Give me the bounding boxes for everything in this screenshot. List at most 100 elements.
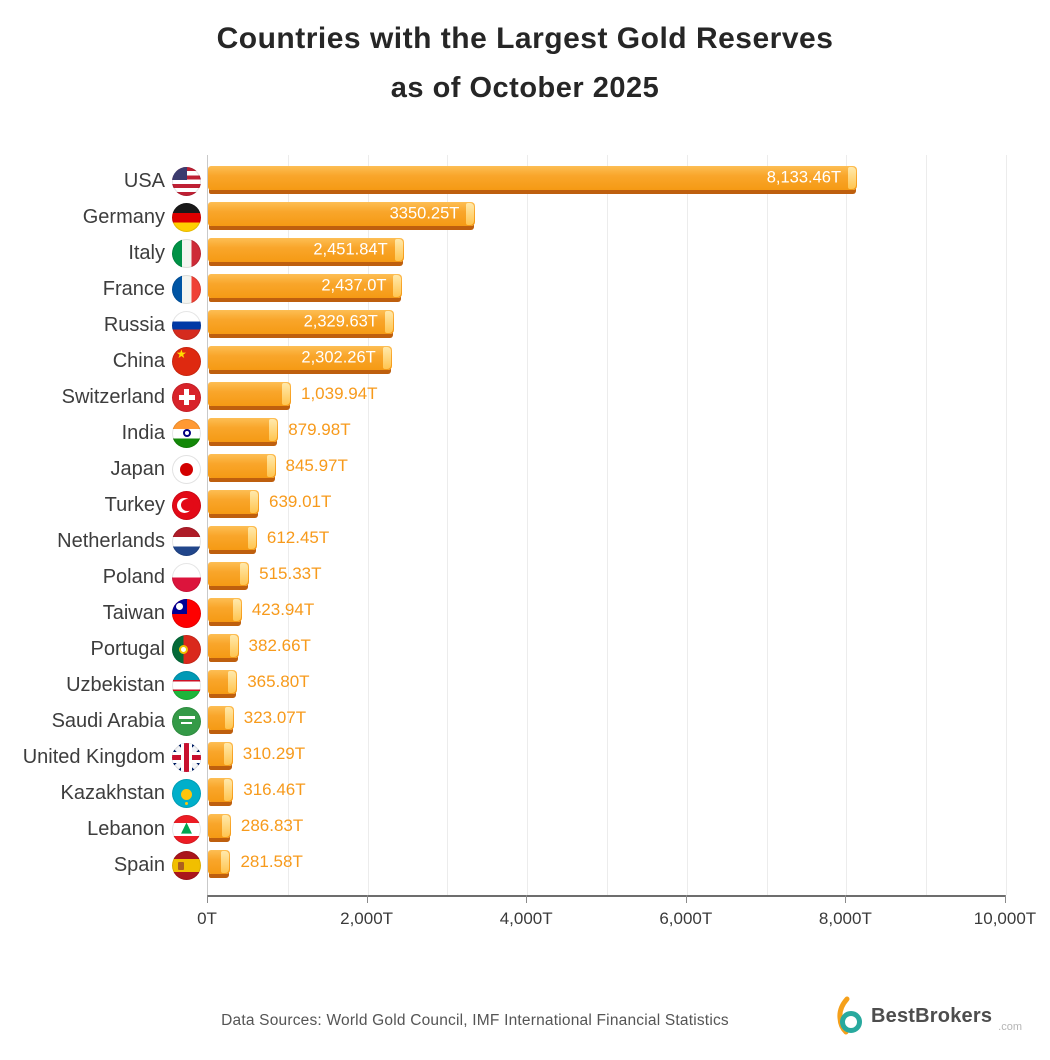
bar-cell: 8,133.46T xyxy=(207,163,1005,199)
gold-bar: 316.46T xyxy=(208,778,306,802)
saudi-arabia-flag-icon xyxy=(172,706,201,736)
country-label-cell: Taiwan xyxy=(0,598,207,628)
gold-bar-end-cap xyxy=(224,779,233,801)
bar-cell: 323.07T xyxy=(207,703,1005,739)
x-axis-line xyxy=(207,895,1006,897)
country-row: Switzerland 1,039.94T xyxy=(0,379,1005,415)
gridline xyxy=(926,155,928,895)
bar-cell: 639.01T xyxy=(207,487,1005,523)
country-label: Taiwan xyxy=(102,601,165,624)
germany-flag-icon xyxy=(172,202,201,232)
country-label: United Kingdom xyxy=(22,745,165,768)
x-axis-tick xyxy=(366,895,368,903)
gold-bar-end-cap xyxy=(848,167,857,189)
country-label-cell: China xyxy=(0,346,207,376)
country-row: Spain 281.58T xyxy=(0,847,1005,883)
gold-bar: 310.29T xyxy=(208,742,305,766)
bar-cell: 2,302.26T xyxy=(207,343,1005,379)
gridline xyxy=(607,155,608,895)
value-label: 2,451.84T xyxy=(313,240,388,259)
value-label: 1,039.94T xyxy=(300,384,378,403)
gold-bar: 323.07T xyxy=(208,706,306,730)
bar-cell: 286.83T xyxy=(207,811,1005,847)
x-axis-tick xyxy=(207,895,208,903)
country-label-cell: USA xyxy=(0,166,207,196)
bar-rows: USA 8,133.46T Germany 3350.25T Italy xyxy=(0,155,1005,883)
france-flag-icon xyxy=(172,274,201,304)
bar-cell: 281.58T xyxy=(207,847,1005,883)
bar-cell: 845.97T xyxy=(207,451,1005,487)
x-axis-tick-label: 8,000T xyxy=(818,909,872,928)
country-row: Turkey 639.01T xyxy=(0,487,1005,523)
country-row: Kazakhstan 316.46T xyxy=(0,775,1005,811)
country-label: Portugal xyxy=(90,637,166,660)
bar-cell: 3350.25T xyxy=(207,199,1005,235)
brand-name: BestBrokers xyxy=(871,1004,993,1027)
value-label: 8,133.46T xyxy=(766,168,842,187)
country-row: Russia 2,329.63T xyxy=(0,307,1005,343)
gridline xyxy=(766,155,768,895)
bar-cell: 382.66T xyxy=(207,631,1005,667)
gridline xyxy=(1006,155,1007,895)
chart-title-line1: Countries with the Largest Gold Reserves xyxy=(216,22,834,55)
country-label: USA xyxy=(123,169,165,192)
gold-bar-end-cap xyxy=(266,455,275,477)
country-row: Portugal 382.66T xyxy=(0,631,1005,667)
country-label-cell: Italy xyxy=(0,238,207,268)
gold-bar-end-cap xyxy=(384,311,393,333)
country-row: China 2,302.26T xyxy=(0,343,1005,379)
gold-bar: 423.94T xyxy=(208,598,314,622)
x-axis-tick-label: 2,000T xyxy=(340,909,394,928)
value-label: 286.83T xyxy=(240,816,304,835)
country-label-cell: India xyxy=(0,418,207,448)
country-label: Russia xyxy=(103,313,165,336)
value-label: 281.58T xyxy=(240,852,303,871)
usa-flag-icon xyxy=(172,166,201,196)
country-label: Lebanon xyxy=(87,817,165,840)
country-row: USA 8,133.46T xyxy=(0,163,1005,199)
gold-bar-end-cap xyxy=(269,419,278,441)
x-axis: 0T 2,000T 4,000T 6,000T 8,000T 10,000T xyxy=(197,895,1036,943)
gold-bar-end-cap xyxy=(228,671,237,693)
bar-cell: 365.80T xyxy=(207,667,1005,703)
uzbekistan-flag-icon xyxy=(172,670,201,700)
country-label-cell: Turkey xyxy=(0,490,207,520)
gridline xyxy=(287,155,289,895)
country-label: Poland xyxy=(102,565,165,588)
country-label: Netherlands xyxy=(57,529,165,552)
value-label: 879.98T xyxy=(288,420,351,439)
bar-cell: 612.45T xyxy=(207,523,1005,559)
x-axis-tick xyxy=(845,895,847,903)
gold-bar: 286.83T xyxy=(208,814,303,838)
gold-bar-end-cap xyxy=(224,707,233,729)
gold-bar: 365.80T xyxy=(208,670,310,694)
gold-bar: 2,451.84T xyxy=(208,238,404,262)
switzerland-flag-icon xyxy=(172,382,201,412)
gold-bar: 515.33T xyxy=(208,562,322,586)
country-row: Japan 845.97T xyxy=(0,451,1005,487)
value-label: 2,437.0T xyxy=(321,276,387,295)
gold-bar: 2,302.26T xyxy=(208,346,392,370)
russia-flag-icon xyxy=(172,310,201,340)
gridline xyxy=(686,155,688,895)
value-label: 310.29T xyxy=(242,744,306,763)
country-label: Italy xyxy=(128,241,165,264)
gold-bar-end-cap xyxy=(240,563,249,585)
country-label-cell: Switzerland xyxy=(0,382,207,412)
country-label: Uzbekistan xyxy=(66,673,165,696)
gold-bar: 8,133.46T xyxy=(208,166,858,190)
gold-reserves-bar-chart: 0T 2,000T 4,000T 6,000T 8,000T 10,000T USA 8,… xyxy=(0,155,1050,945)
country-label-cell: Spain xyxy=(0,850,207,880)
gold-bar-end-cap xyxy=(232,599,241,621)
country-label-cell: Russia xyxy=(0,310,207,340)
value-label: 365.80T xyxy=(247,672,310,691)
country-label: Japan xyxy=(110,457,166,480)
gold-bar-end-cap xyxy=(466,203,475,225)
country-label: Saudi Arabia xyxy=(51,709,165,732)
bar-cell: 2,437.0T xyxy=(207,271,1005,307)
value-label: 515.33T xyxy=(259,564,322,583)
country-label-cell: Saudi Arabia xyxy=(0,706,207,736)
value-label: 316.46T xyxy=(243,780,306,799)
x-axis-tick-label: 0T xyxy=(197,909,217,928)
gridline xyxy=(447,155,449,895)
